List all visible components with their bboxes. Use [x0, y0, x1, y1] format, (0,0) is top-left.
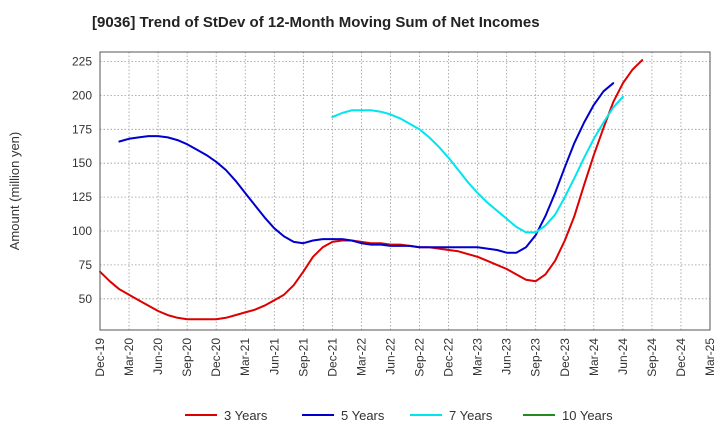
x-tick-label: Dec-24 [674, 338, 688, 377]
series-line-3-years [99, 59, 644, 321]
x-tick-label: Mar-24 [587, 338, 601, 376]
y-tick-label: 125 [72, 190, 92, 204]
x-tick-label: Jun-22 [383, 338, 397, 375]
x-tick-label: Sep-23 [529, 338, 543, 377]
y-tick-label: 150 [72, 156, 92, 170]
series-line-5-years [118, 82, 615, 254]
legend-label: 5 Years [341, 408, 385, 423]
series-line-7-years [331, 95, 624, 234]
y-tick-labels: 50 75 100 125 150 175 200 225 [72, 54, 92, 305]
y-tick-label: 200 [72, 88, 92, 102]
x-tick-label: Mar-25 [703, 338, 717, 376]
y-tick-label: 175 [72, 122, 92, 136]
y-tick-label: 225 [72, 54, 92, 68]
x-tick-label: Jun-20 [151, 338, 165, 375]
y-tick-label: 50 [79, 292, 93, 306]
x-tick-label: Jun-23 [500, 338, 514, 375]
x-tick-label: Jun-21 [267, 338, 281, 375]
x-tick-label: Mar-23 [471, 338, 485, 376]
x-tick-label: Dec-22 [442, 338, 456, 377]
legend: 3 Years 5 Years 7 Years 10 Years [185, 408, 613, 423]
x-tick-label: Dec-21 [325, 338, 339, 377]
x-tick-label: Dec-20 [209, 338, 223, 377]
y-axis-title: Amount (million yen) [7, 132, 22, 251]
x-tick-label: Dec-19 [93, 338, 107, 377]
chart-title: [9036] Trend of StDev of 12-Month Moving… [92, 14, 540, 31]
x-tick-label: Sep-24 [645, 338, 659, 377]
x-tick-label: Sep-22 [413, 338, 427, 377]
legend-label: 7 Years [449, 408, 493, 423]
x-tick-label: Sep-21 [296, 338, 310, 377]
y-tick-label: 75 [79, 258, 93, 272]
x-tick-label: Mar-22 [354, 338, 368, 376]
x-tick-label: Jun-24 [616, 338, 630, 375]
x-tick-labels: Dec-19 Mar-20 Jun-20 Sep-20 Dec-20 Mar-21 Jun-… [93, 338, 717, 377]
legend-label: 3 Years [224, 408, 268, 423]
x-tick-label: Mar-21 [238, 338, 252, 376]
plot-frame [99, 51, 711, 331]
x-tick-label: Mar-20 [122, 338, 136, 376]
y-tick-label: 100 [72, 224, 92, 238]
legend-label: 10 Years [562, 408, 613, 423]
x-tick-label: Sep-20 [180, 338, 194, 377]
series-lines [99, 59, 644, 321]
x-tick-label: Dec-23 [558, 338, 572, 377]
